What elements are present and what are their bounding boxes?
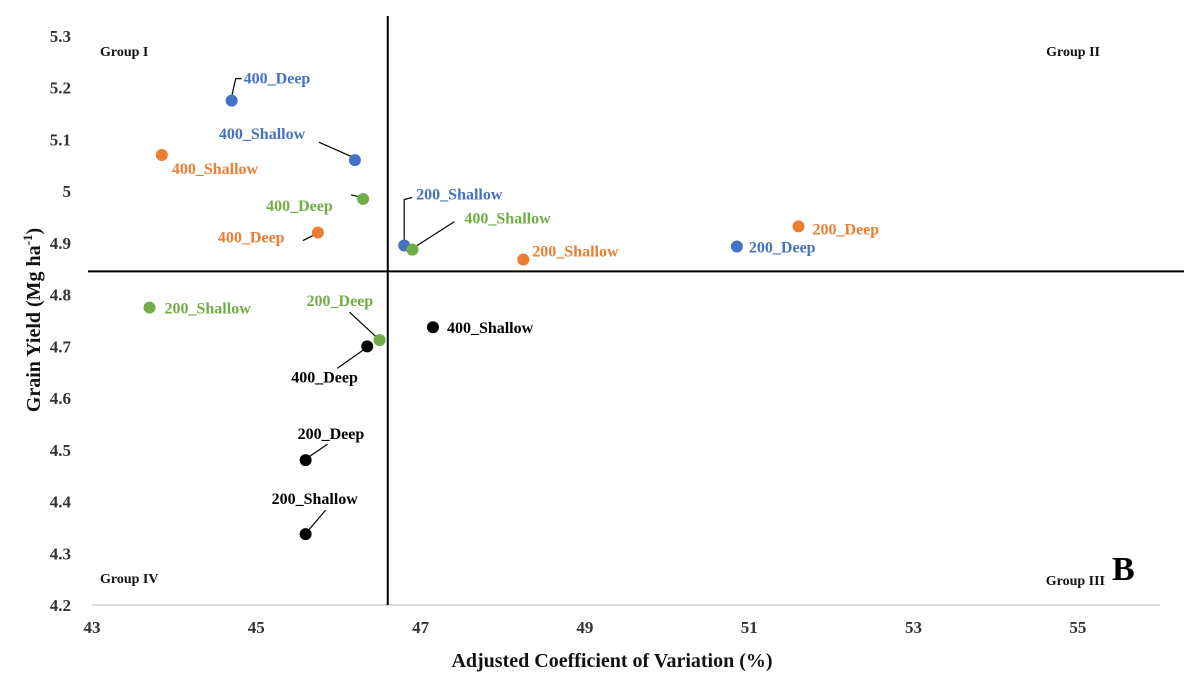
point-label: 400_Shallow	[464, 211, 551, 228]
x-tick-label: 43	[84, 618, 101, 637]
point-label: 400_Deep	[218, 230, 285, 247]
point-label: 200_Deep	[298, 426, 365, 443]
y-tick-label: 4.9	[50, 234, 71, 253]
panel-letter: B	[1112, 551, 1135, 588]
y-tick-label: 4.8	[50, 286, 71, 305]
data-point	[357, 192, 370, 205]
data-point	[373, 334, 386, 347]
leader-line	[318, 141, 354, 158]
axes-layer: 43 45 47 49 51 53 55 4.2 4.3 4.4 4.5 4.6 4.7 4.8 4.9 5 5…	[50, 27, 1160, 637]
point-label: 200_Deep	[813, 221, 880, 238]
y-axis-title: Grain Yield (Mg ha-1)	[20, 228, 45, 412]
data-points	[143, 94, 805, 541]
data-point	[299, 528, 312, 541]
point-label: 400_Deep	[244, 71, 311, 88]
point-label: 200_Shallow	[416, 186, 503, 203]
point-label: 400_Shallow	[219, 126, 306, 143]
quadrant-label-group-1: Group I	[100, 45, 148, 60]
y-axis-title-main: Grain Yield (Mg ha	[23, 245, 45, 412]
x-tick-label: 45	[248, 618, 265, 637]
data-point	[299, 454, 312, 467]
leader-line	[415, 221, 455, 248]
x-tick-label: 47	[412, 618, 430, 637]
data-point	[143, 301, 156, 314]
quadrant-label-group-3: Group III	[1046, 574, 1105, 589]
quadrant-label-group-4: Group IV	[100, 572, 158, 587]
leader-line	[336, 348, 365, 369]
y-tick-label: 5.2	[50, 79, 71, 98]
y-tick-label: 4.5	[50, 441, 71, 460]
point-label: 400_Deep	[266, 198, 333, 215]
data-point	[348, 154, 361, 167]
point-label: 200_Shallow	[272, 491, 359, 508]
reference-lines	[88, 16, 1184, 605]
y-tick-label: 4.2	[50, 596, 71, 615]
point-label: 400_Deep	[291, 369, 358, 386]
point-label: 200_Deep	[749, 240, 816, 257]
x-axis-title: Adjusted Coefficient of Variation (%)	[451, 650, 772, 672]
y-tick-label: 5.3	[50, 27, 71, 46]
point-label: 400_Shallow	[447, 320, 534, 337]
data-point	[792, 220, 805, 233]
data-point	[517, 253, 530, 266]
point-label: 200_Shallow	[165, 301, 252, 318]
data-point	[311, 226, 324, 239]
leader-line	[308, 509, 327, 531]
point-label: 200_Deep	[307, 293, 374, 310]
data-point	[406, 243, 419, 256]
point-labels: 400_Deep 400_Shallow 200_Shallow 200_Deep 40…	[165, 71, 880, 508]
y-tick-label: 5.1	[50, 130, 71, 149]
data-point	[225, 94, 238, 107]
y-axis-title-superscript: -1	[20, 234, 35, 245]
leader-line	[349, 311, 377, 338]
x-tick-label: 49	[576, 618, 593, 637]
x-tick-label: 53	[905, 618, 922, 637]
y-tick-label: 4.4	[50, 493, 72, 512]
point-label: 400_Shallow	[172, 161, 259, 178]
leader-line	[231, 78, 242, 97]
y-axis-title-end: )	[23, 228, 45, 235]
x-tick-label: 55	[1069, 618, 1086, 637]
point-label: 200_Shallow	[532, 243, 619, 260]
data-point	[361, 340, 374, 353]
data-point	[730, 240, 743, 253]
data-point	[426, 321, 439, 334]
quadrant-label-group-2: Group II	[1046, 45, 1100, 60]
y-tick-label: 4.3	[50, 544, 71, 563]
y-tick-label: 5	[63, 182, 72, 201]
leader-line	[403, 196, 413, 241]
leader-line	[308, 443, 328, 458]
y-tick-label: 4.6	[50, 389, 71, 408]
chart-text: Group I Group II Group III Group IV B Ad…	[20, 45, 1135, 672]
x-tick-label: 51	[741, 618, 758, 637]
y-tick-label: 4.7	[50, 337, 72, 356]
data-point	[155, 148, 168, 161]
leader-lines	[231, 78, 455, 531]
